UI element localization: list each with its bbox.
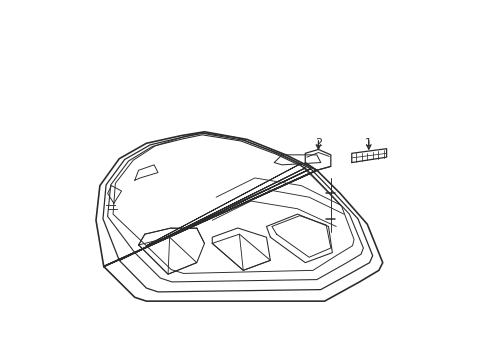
Text: 2: 2	[314, 138, 321, 148]
Text: 1: 1	[365, 138, 371, 148]
